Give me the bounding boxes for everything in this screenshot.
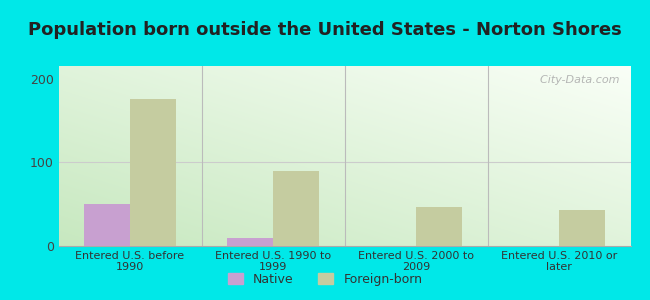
Bar (559, 210, 604, 246)
Bar (227, 238, 273, 246)
Bar (130, 100, 176, 246)
Bar (84, 204, 130, 246)
Bar (416, 207, 462, 246)
Text: Population born outside the United States - Norton Shores: Population born outside the United State… (28, 21, 622, 39)
Text: City-Data.com: City-Data.com (532, 75, 619, 85)
Legend: Native, Foreign-born: Native, Foreign-born (223, 268, 427, 291)
Bar (273, 171, 318, 246)
